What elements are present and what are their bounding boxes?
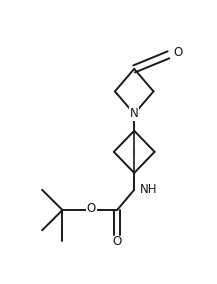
Text: NH: NH	[140, 183, 157, 196]
Text: N: N	[130, 107, 139, 120]
Text: O: O	[112, 235, 122, 248]
Text: O: O	[87, 202, 96, 215]
Text: O: O	[174, 45, 183, 59]
